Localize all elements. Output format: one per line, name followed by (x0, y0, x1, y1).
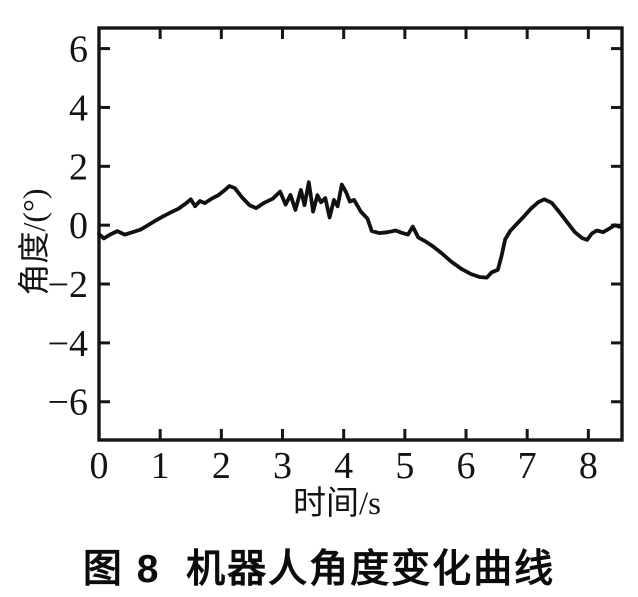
x-tick-label: 7 (518, 445, 537, 487)
y-tick-label: −6 (48, 382, 88, 424)
x-axis-label: 时间/s (292, 486, 381, 522)
x-tick-label: 5 (395, 445, 414, 487)
x-tick-label: 1 (151, 445, 170, 487)
y-tick-label: 4 (69, 87, 88, 129)
y-tick-label: −2 (48, 264, 88, 306)
plot-box (97, 26, 624, 442)
x-tick-label: 6 (457, 445, 476, 487)
y-tick-label: 2 (69, 146, 88, 188)
x-tick-label: 3 (273, 445, 292, 487)
data-line (97, 180, 623, 280)
x-tick-label: 8 (579, 445, 598, 487)
y-axis-label: 角度/(°) (16, 188, 52, 296)
y-tick-label: 0 (69, 205, 88, 247)
y-tick-label: 6 (69, 29, 88, 71)
x-tick-label: 0 (90, 445, 109, 487)
x-tick-label: 2 (212, 445, 231, 487)
figure-caption: 图 8 机器人角度变化曲线 (82, 548, 556, 591)
x-tick-label: 4 (334, 445, 353, 487)
y-tick-label: −4 (48, 323, 88, 365)
